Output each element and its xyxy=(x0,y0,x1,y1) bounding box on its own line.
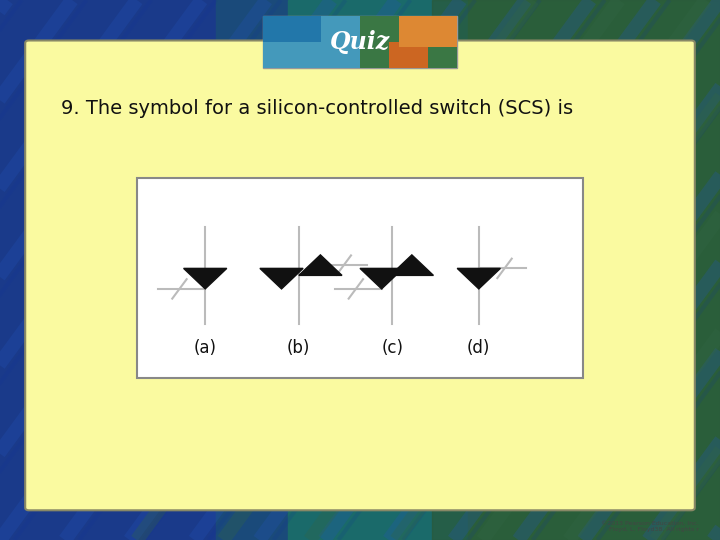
Bar xyxy=(360,16,457,68)
Bar xyxy=(389,42,428,68)
Bar xyxy=(399,16,457,47)
Bar xyxy=(263,16,360,68)
Text: ©2013 Pearson Education, Inc.
Floyd, L. Floyd38. All rights r: ©2013 Pearson Education, Inc. Floyd, L. … xyxy=(600,521,698,532)
Bar xyxy=(0,0,216,540)
Bar xyxy=(468,0,720,540)
Text: (c): (c) xyxy=(382,339,403,357)
Polygon shape xyxy=(184,268,227,289)
Text: (a): (a) xyxy=(194,339,217,357)
FancyBboxPatch shape xyxy=(25,40,695,510)
Bar xyxy=(263,16,457,68)
Bar xyxy=(216,0,288,540)
Polygon shape xyxy=(360,268,403,289)
Polygon shape xyxy=(299,255,342,275)
Bar xyxy=(288,0,468,540)
Bar xyxy=(137,178,583,378)
Polygon shape xyxy=(260,268,303,289)
Text: (b): (b) xyxy=(287,339,310,357)
Bar xyxy=(432,0,720,540)
Text: (d): (d) xyxy=(467,339,490,357)
Text: 9. The symbol for a silicon-controlled switch (SCS) is: 9. The symbol for a silicon-controlled s… xyxy=(61,98,573,118)
Text: Quiz: Quiz xyxy=(330,30,390,54)
Polygon shape xyxy=(390,255,433,275)
Bar xyxy=(263,16,321,42)
Polygon shape xyxy=(457,268,500,289)
